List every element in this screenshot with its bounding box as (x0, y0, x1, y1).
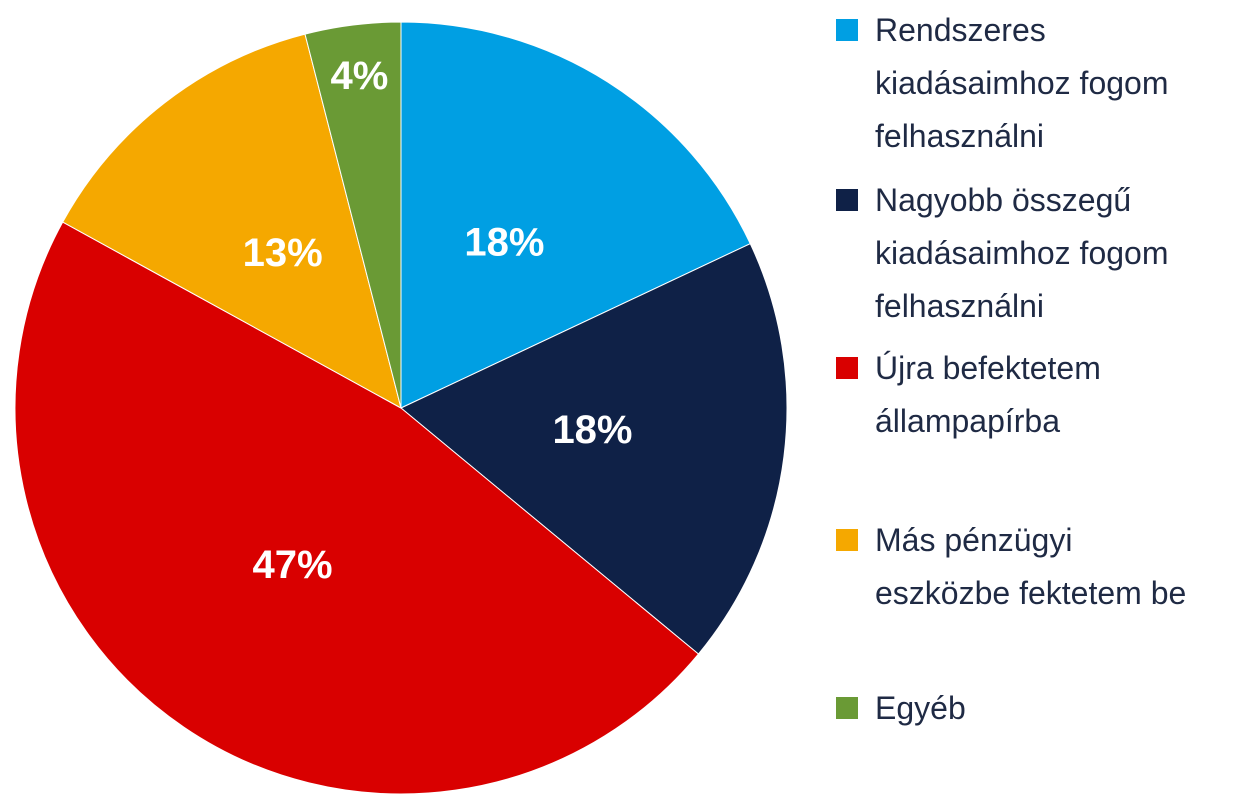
legend-label: Újra befektetem állampapírba (875, 350, 1101, 439)
pie-slice (400, 242, 788, 655)
pie-chart: 18% 18% 47% 13% 4% (14, 21, 788, 795)
slice-label: 4% (330, 54, 388, 98)
slice-label: 47% (252, 543, 332, 587)
pie-slice (304, 21, 402, 409)
legend-item: Nagyobb összegű kiadásaimhoz fogom felha… (836, 174, 1205, 333)
pie-slice (14, 221, 700, 795)
legend-swatch (836, 189, 858, 211)
legend-item: Újra befektetem állampapírba (836, 342, 1205, 448)
legend-label: Más pénzügyi eszközbe fektetem be (875, 522, 1187, 611)
legend-swatch (836, 529, 858, 551)
legend-label: Nagyobb összegű kiadásaimhoz fogom felha… (875, 182, 1169, 324)
legend-label: Egyéb (875, 690, 966, 726)
pie-slice (400, 21, 751, 409)
legend-swatch (836, 357, 858, 379)
legend-swatch (836, 19, 858, 41)
legend-item: Rendszeres kiadásaimhoz fogom felhasznál… (836, 4, 1205, 163)
legend-swatch (836, 697, 858, 719)
slice-label: 18% (552, 408, 632, 452)
slice-label: 18% (464, 221, 544, 265)
slice-label: 13% (243, 231, 323, 275)
pie-slice (62, 33, 402, 409)
legend-item: Egyéb (836, 682, 1205, 735)
legend-label: Rendszeres kiadásaimhoz fogom felhasznál… (875, 12, 1169, 154)
legend-item: Más pénzügyi eszközbe fektetem be (836, 514, 1205, 620)
